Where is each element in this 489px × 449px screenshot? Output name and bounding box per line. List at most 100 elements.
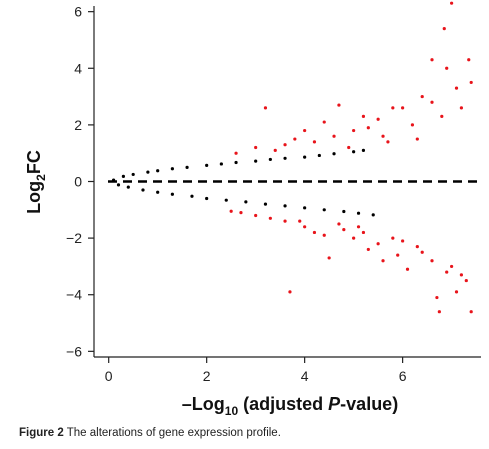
scatter-point xyxy=(464,278,468,283)
y-tick-label: 0 xyxy=(74,174,82,190)
scatter-point xyxy=(450,264,454,269)
figure-caption-text: The alterations of gene expression profi… xyxy=(66,427,281,439)
scatter-point xyxy=(450,1,454,5)
scatter-point xyxy=(234,160,238,165)
scatter-point xyxy=(356,225,361,229)
scatter-point xyxy=(420,94,424,99)
scatter-point xyxy=(268,216,272,220)
scatter-point xyxy=(288,290,292,294)
scatter-point xyxy=(391,236,395,240)
y-tick-label: −6 xyxy=(66,343,82,359)
x-axis-title: –Log10 (adjusted P-value) xyxy=(182,394,398,418)
scatter-point xyxy=(381,134,385,138)
y-tick-label: 2 xyxy=(74,117,82,133)
scatter-point xyxy=(361,114,366,118)
scatter-point xyxy=(327,256,331,260)
scatter-point xyxy=(229,209,233,213)
scatter-point xyxy=(244,200,248,204)
scatter-point xyxy=(415,137,419,141)
scatter-point xyxy=(298,219,302,223)
scatter-point xyxy=(312,230,317,235)
scatter-point xyxy=(376,242,380,246)
scatter-point xyxy=(391,106,395,110)
scatter-point xyxy=(415,245,419,249)
scatter-point xyxy=(283,156,287,160)
data-points xyxy=(111,1,473,314)
scatter-point xyxy=(322,120,326,124)
scatter-point xyxy=(337,103,341,107)
y-tick-label: −4 xyxy=(66,287,82,303)
scatter-point xyxy=(254,145,258,150)
scatter-point xyxy=(405,267,410,271)
y-axis-title: Log2FC xyxy=(24,150,48,214)
scatter-point xyxy=(116,183,121,187)
scatter-point xyxy=(332,152,336,156)
scatter-point xyxy=(381,259,385,263)
scatter-point xyxy=(332,134,336,138)
scatter-point xyxy=(459,273,464,277)
scatter-point xyxy=(293,137,297,141)
scatter-point xyxy=(156,169,160,173)
scatter-point xyxy=(386,140,390,144)
scatter-point xyxy=(366,247,370,252)
scatter-point xyxy=(352,150,356,154)
figure-caption: Figure 2 The alterations of gene express… xyxy=(19,427,281,439)
scatter-point xyxy=(205,163,209,167)
scatter-point xyxy=(361,230,366,235)
figure-label: Figure 2 xyxy=(19,427,64,439)
scatter-point xyxy=(126,185,130,189)
scatter-point xyxy=(352,236,356,240)
x-tick-label: 2 xyxy=(203,368,211,384)
scatter-point xyxy=(352,128,356,133)
scatter-point xyxy=(371,213,375,217)
y-tick-label: −2 xyxy=(66,230,82,246)
scatter-point xyxy=(420,250,424,254)
scatter-point xyxy=(156,190,160,194)
scatter-point xyxy=(283,143,287,147)
scatter-point xyxy=(170,192,174,196)
scatter-point xyxy=(170,167,174,171)
scatter-point xyxy=(141,188,145,192)
scatter-point xyxy=(459,106,464,110)
scatter-point xyxy=(454,86,459,90)
scatter-point xyxy=(401,239,405,243)
scatter-point xyxy=(356,211,361,215)
scatter-point xyxy=(254,213,258,218)
scatter-point xyxy=(361,148,366,152)
scatter-point xyxy=(303,128,307,133)
scatter-point xyxy=(322,233,326,237)
scatter-point xyxy=(283,204,287,208)
scatter-point xyxy=(205,196,209,201)
scatter-point xyxy=(317,153,321,158)
scatter-point xyxy=(430,100,434,104)
scatter-point xyxy=(435,295,439,300)
scatter-point xyxy=(469,310,473,314)
scatter-point xyxy=(410,123,415,127)
scatter-point xyxy=(224,198,228,202)
scatter-point xyxy=(190,194,194,198)
scatter-point xyxy=(219,162,223,166)
scatter-point xyxy=(454,290,459,294)
y-tick-label: 4 xyxy=(74,60,82,76)
scatter-point xyxy=(442,27,446,31)
scatter-point xyxy=(283,219,287,223)
scatter-point xyxy=(303,155,307,159)
scatter-point xyxy=(366,126,370,130)
x-tick-label: 6 xyxy=(399,368,407,384)
scatter-point xyxy=(376,117,380,121)
scatter-point xyxy=(263,202,268,206)
scatter-point xyxy=(268,157,272,162)
scatter-point xyxy=(121,174,125,179)
x-tick-label: 0 xyxy=(105,368,113,384)
scatter-point xyxy=(303,225,307,229)
scatter-point xyxy=(239,211,243,215)
scatter-point xyxy=(342,209,346,214)
scatter-point xyxy=(401,106,405,110)
y-tick-label: 6 xyxy=(74,4,82,20)
scatter-point xyxy=(254,159,258,163)
scatter-point xyxy=(430,259,434,263)
scatter-point xyxy=(263,106,268,110)
scatter-point xyxy=(445,66,449,70)
scatter-point xyxy=(185,165,189,169)
scatter-point xyxy=(430,58,434,62)
